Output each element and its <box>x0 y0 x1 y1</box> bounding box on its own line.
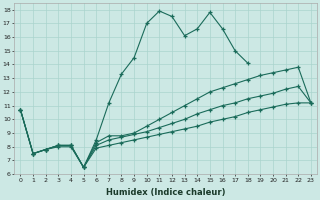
X-axis label: Humidex (Indice chaleur): Humidex (Indice chaleur) <box>106 188 225 197</box>
